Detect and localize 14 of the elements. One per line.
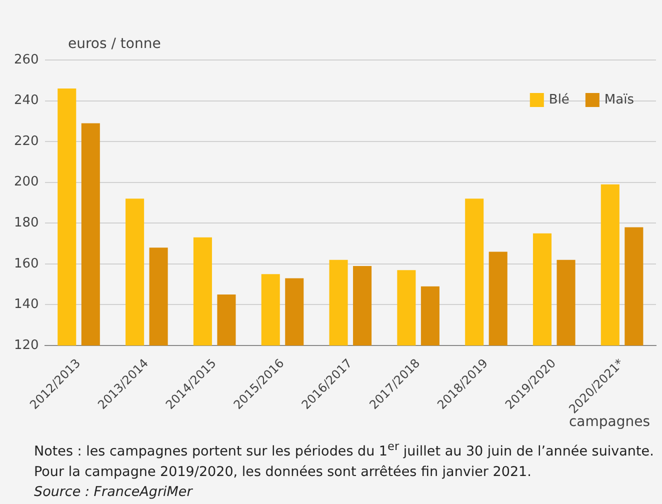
y-tick-label: 260	[14, 52, 39, 68]
y-tick-label: 160	[14, 256, 39, 272]
x-axis-title: campagnes	[568, 414, 650, 430]
y-tick-label: 240	[14, 93, 39, 108]
y-tick-label: 200	[14, 174, 39, 190]
y-tick-label: 180	[14, 216, 39, 231]
text: Notes : les campagnes portent sur les périodes du 1$^{er}$ juillet au 30 juin de l’année suivante. Pour la campagne 2019/2020, les données sont arrêtées fin janvier 2021.	[34, 439, 654, 482]
legend-label: Blé	[548, 92, 570, 108]
y-tick-label: 120	[14, 338, 39, 353]
y-tick-label: 140	[14, 297, 39, 312]
legend-label: Maïs	[604, 92, 634, 108]
source-note: Source : FranceAgriMer	[34, 482, 194, 502]
y-tick-label: 220	[14, 134, 39, 149]
y-axis-title: euros / tonne	[68, 36, 161, 52]
